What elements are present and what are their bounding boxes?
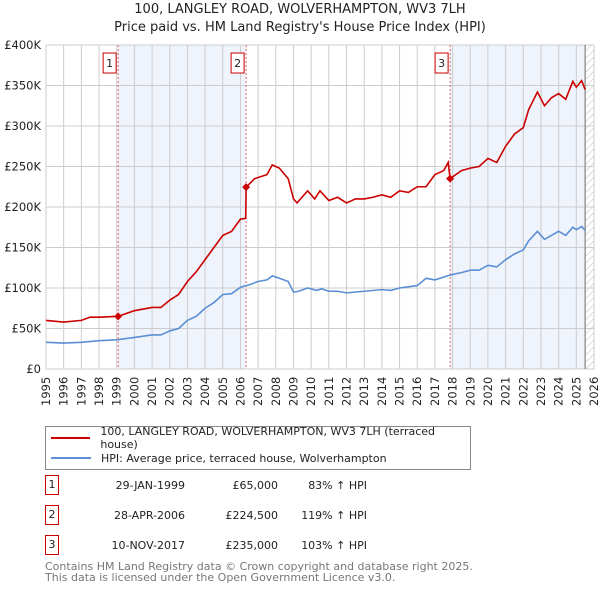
y-tick-label: £250K [4,160,41,174]
x-tick-label: 2014 [375,377,389,406]
legend-label: 100, LANGLEY ROAD, WOLVERHAMPTON, WV3 7L… [100,425,436,451]
y-tick-label: £100K [4,281,41,295]
x-tick-label: 2006 [233,377,247,406]
x-tick-label: 2002 [163,377,177,406]
x-tick-label: 2019 [463,377,477,406]
x-tick-label: 2005 [216,377,230,406]
x-tick-label: 2018 [446,377,460,406]
sale-number-label: 3 [438,57,445,70]
sale-number-box [230,52,245,74]
x-tick-label: 2012 [340,377,354,406]
x-tick-label: 1996 [57,377,71,406]
chart-title: 100, LANGLEY ROAD, WOLVERHAMPTON, WV3 7L… [134,2,466,17]
x-tick-label: 2020 [481,377,495,406]
sale-point [114,312,123,321]
blue-line-swatch [51,457,91,459]
x-tick-label: 2004 [198,377,212,406]
sale-hpi-change: 103% ↑ HPI [301,539,367,552]
x-tick-label: 2017 [428,377,442,406]
sale-number-label: 2 [234,57,241,70]
chart-subtitle: Price paid vs. HM Land Registry's House … [114,20,486,35]
x-tick-label: 2003 [180,377,194,406]
sale-number-box [102,52,117,74]
sale-row: 3 10-NOV-2017 £235,000 103% ↑ HPI [45,535,465,557]
x-tick-label: 1995 [39,377,53,406]
sale-number: 2 [45,505,59,525]
x-tick-label: 1998 [92,377,106,406]
sale-hpi-change: 83% ↑ HPI [308,479,367,492]
x-tick-label: 2026 [587,377,600,406]
x-tick-label: 2001 [145,377,159,406]
y-tick-label: £150K [4,241,41,255]
y-tick-label: £350K [4,79,41,93]
x-tick-label: 2016 [410,377,424,406]
x-tick-label: 2024 [552,377,566,406]
x-tick-label: 2011 [322,377,336,406]
y-tick-label: £0 [26,362,41,376]
legend-item-property: 100, LANGLEY ROAD, WOLVERHAMPTON, WV3 7L… [46,425,470,451]
footer-line-2: This data is licensed under the Open Gov… [45,571,396,584]
x-tick-label: 2022 [516,377,530,406]
sale-number: 1 [45,475,59,495]
sale-hpi-change: 119% ↑ HPI [301,509,367,522]
x-tick-label: 2021 [499,377,513,406]
x-tick-label: 1997 [74,377,88,406]
sale-point [242,183,251,192]
sale-date: 29-JAN-1999 [115,479,185,492]
footer-line-1: Contains HM Land Registry data © Crown c… [45,560,473,573]
sale-row: 2 28-APR-2006 £224,500 119% ↑ HPI [45,505,465,527]
sale-price: £235,000 [225,539,279,552]
x-tick-label: 2013 [357,377,371,406]
sale-price: £65,000 [232,479,279,492]
red-line-swatch [51,437,91,439]
sale-date: 28-APR-2006 [113,509,185,522]
legend: 100, LANGLEY ROAD, WOLVERHAMPTON, WV3 7L… [45,425,471,470]
x-tick-label: 2025 [569,377,583,406]
x-tick-label: 2007 [251,377,265,406]
sale-row: 1 29-JAN-1999 £65,000 83% ↑ HPI [45,475,465,497]
sale-price: £224,500 [225,509,279,522]
sale-number-box [434,52,449,74]
sale-number-label: 1 [106,57,113,70]
x-tick-label: 2000 [127,377,141,406]
sale-date: 10-NOV-2017 [111,539,185,552]
x-tick-label: 2009 [286,377,300,406]
x-tick-label: 2008 [269,377,283,406]
sale-point [446,174,455,183]
price-chart: 1995 1996 1997 1998 1999 2000 2001 2002 2003 2004… [4,38,600,406]
y-tick-label: £50K [12,322,42,336]
y-tick-label: £300K [4,119,41,133]
x-tick-label: 2015 [393,377,407,406]
y-tick-label: £400K [4,38,41,52]
x-tick-label: 2010 [304,377,318,406]
legend-label: HPI: Average price, terraced house, Wolv… [101,451,387,465]
property-series-line [45,79,586,323]
x-tick-label: 1999 [110,377,124,406]
y-tick-label: £200K [4,200,41,214]
legend-item-hpi: HPI: Average price, terraced house, Wolv… [46,449,387,467]
sale-number: 3 [45,535,59,555]
x-tick-label: 2023 [534,377,548,406]
hpi-series-line [45,225,586,344]
